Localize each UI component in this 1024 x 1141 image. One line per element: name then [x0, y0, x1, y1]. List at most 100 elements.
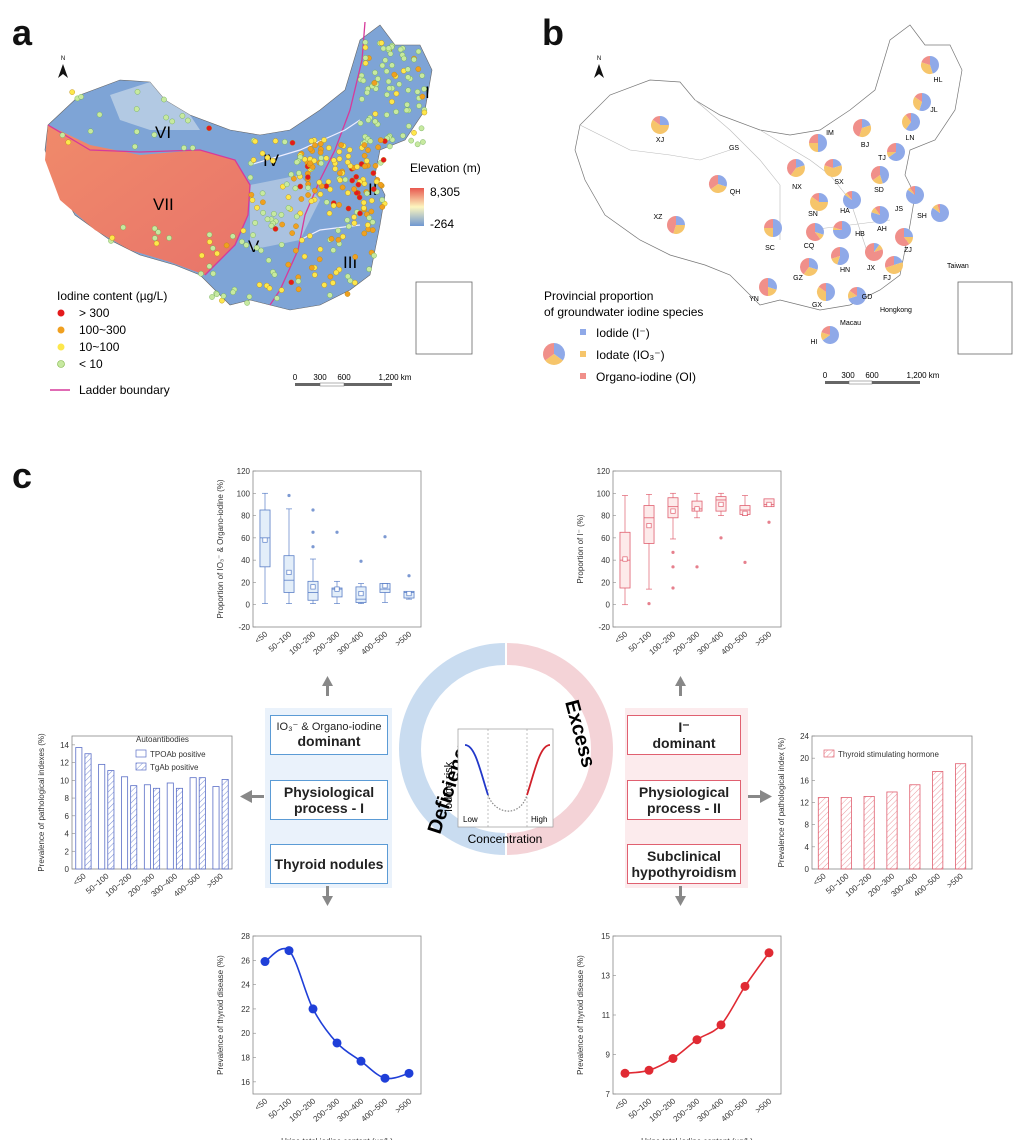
- province-pie-slice: [848, 286, 866, 305]
- sample-point: [414, 141, 421, 148]
- svg-text:1,200 km: 1,200 km: [379, 373, 412, 382]
- sample-point: [185, 117, 191, 124]
- sample-point: [301, 253, 308, 260]
- y-tick-label: 20: [241, 578, 250, 587]
- sample-point: [344, 291, 351, 297]
- sample-point: [239, 238, 245, 245]
- y-tick-label: 16: [241, 1078, 250, 1087]
- sample-point: [404, 101, 410, 108]
- bar: [198, 777, 206, 870]
- y-tick-label: 120: [237, 467, 251, 476]
- sample-point: [272, 138, 279, 144]
- sample-point: [151, 225, 158, 232]
- province-pie-slice: [853, 119, 862, 137]
- bar-chart-tsh: 04812162024<5050~100100~200200~300300~40…: [777, 732, 973, 899]
- sample-point: [351, 186, 357, 192]
- sample-point: [397, 46, 404, 53]
- legend-item-label: > 300: [79, 306, 110, 320]
- sample-point: [223, 242, 230, 249]
- y-tick-label: 4: [65, 830, 70, 839]
- province-label: SN: [808, 211, 818, 218]
- sample-point: [335, 227, 342, 234]
- mean-marker: [742, 510, 748, 516]
- legend-item-label: Iodate (IO₃⁻): [596, 348, 665, 362]
- plot-frame: [252, 470, 422, 628]
- sample-point: [345, 223, 352, 230]
- sample-point: [325, 178, 332, 185]
- sample-point: [372, 111, 379, 117]
- x-tick-label: 400~500: [172, 871, 202, 898]
- sample-point: [372, 162, 379, 169]
- province-pie-slice: [810, 196, 828, 211]
- x-axis-label: Urine total iodine content (µg/L): [641, 1137, 753, 1140]
- sample-point: [214, 250, 220, 257]
- outlier-point: [359, 559, 363, 563]
- y-tick-label: 60: [241, 534, 250, 543]
- x-tick-label: 400~500: [912, 871, 942, 898]
- province-pie-slice: [821, 332, 830, 341]
- south-china-sea-inset-b: [957, 281, 1013, 355]
- data-point: [380, 1073, 390, 1083]
- sample-point: [364, 190, 370, 197]
- sample-point: [308, 138, 315, 144]
- sample-point: [378, 40, 385, 46]
- y-tick-label: 14: [60, 741, 69, 750]
- sample-point: [321, 282, 328, 288]
- sample-point: [352, 254, 359, 260]
- y-tick-label: 60: [601, 534, 610, 543]
- place-label: Macau: [840, 320, 861, 327]
- sample-point: [285, 194, 292, 200]
- sample-point: [87, 128, 94, 134]
- sample-point: [243, 242, 250, 248]
- data-point: [620, 1068, 630, 1078]
- province-label: NX: [792, 184, 802, 191]
- sample-point: [317, 149, 324, 156]
- sample-point: [347, 277, 354, 284]
- province-pie-slice: [818, 134, 827, 152]
- y-tick-label: 9: [606, 1051, 611, 1060]
- y-tick-label: 2: [65, 847, 70, 856]
- sample-point: [355, 181, 362, 188]
- mean-marker: [766, 501, 772, 507]
- bar: [886, 791, 898, 870]
- sample-point: [400, 132, 406, 139]
- sample-point: [405, 74, 411, 80]
- flow-box-text: dominant: [297, 733, 361, 750]
- province-label: HB: [855, 231, 865, 238]
- data-point: [356, 1056, 366, 1066]
- sample-point: [360, 199, 367, 206]
- line-chart-excess: 79111315<5050~100100~200200~300300~40040…: [576, 932, 782, 1140]
- legend-label: Thyroid stimulating hormone: [838, 750, 939, 759]
- province-pie-slice: [907, 187, 915, 195]
- province-pie-slice: [809, 258, 818, 270]
- sample-point: [295, 278, 302, 285]
- province-label: GS: [729, 145, 739, 152]
- sample-point: [344, 273, 351, 280]
- sample-point: [292, 185, 299, 192]
- outlier-point: [671, 586, 675, 590]
- bar: [84, 753, 92, 870]
- province-label: XZ: [654, 214, 664, 221]
- sample-point: [247, 174, 254, 181]
- sample-point: [337, 177, 343, 183]
- sample-point: [209, 294, 215, 300]
- data-point: [764, 948, 774, 958]
- sample-point: [96, 111, 103, 118]
- sample-point: [370, 170, 377, 176]
- sample-points: [59, 39, 428, 306]
- province-pie-slice: [904, 237, 913, 245]
- sample-point: [271, 271, 278, 278]
- province-pie-slice: [831, 256, 840, 265]
- y-tick-label: 40: [601, 556, 610, 565]
- sample-point: [384, 91, 390, 98]
- bar: [98, 763, 106, 870]
- province-pie-slice: [874, 206, 880, 215]
- province-pie-slice: [822, 326, 839, 344]
- province-pie-slice: [833, 221, 842, 230]
- sample-point: [330, 280, 336, 286]
- sample-point: [411, 129, 417, 136]
- flow-box-io3-dominant: IO₃⁻ & Organo-iodine dominant: [270, 715, 388, 755]
- sample-point: [189, 145, 196, 151]
- sample-point: [415, 48, 422, 55]
- north-arrow-a: N: [58, 56, 68, 78]
